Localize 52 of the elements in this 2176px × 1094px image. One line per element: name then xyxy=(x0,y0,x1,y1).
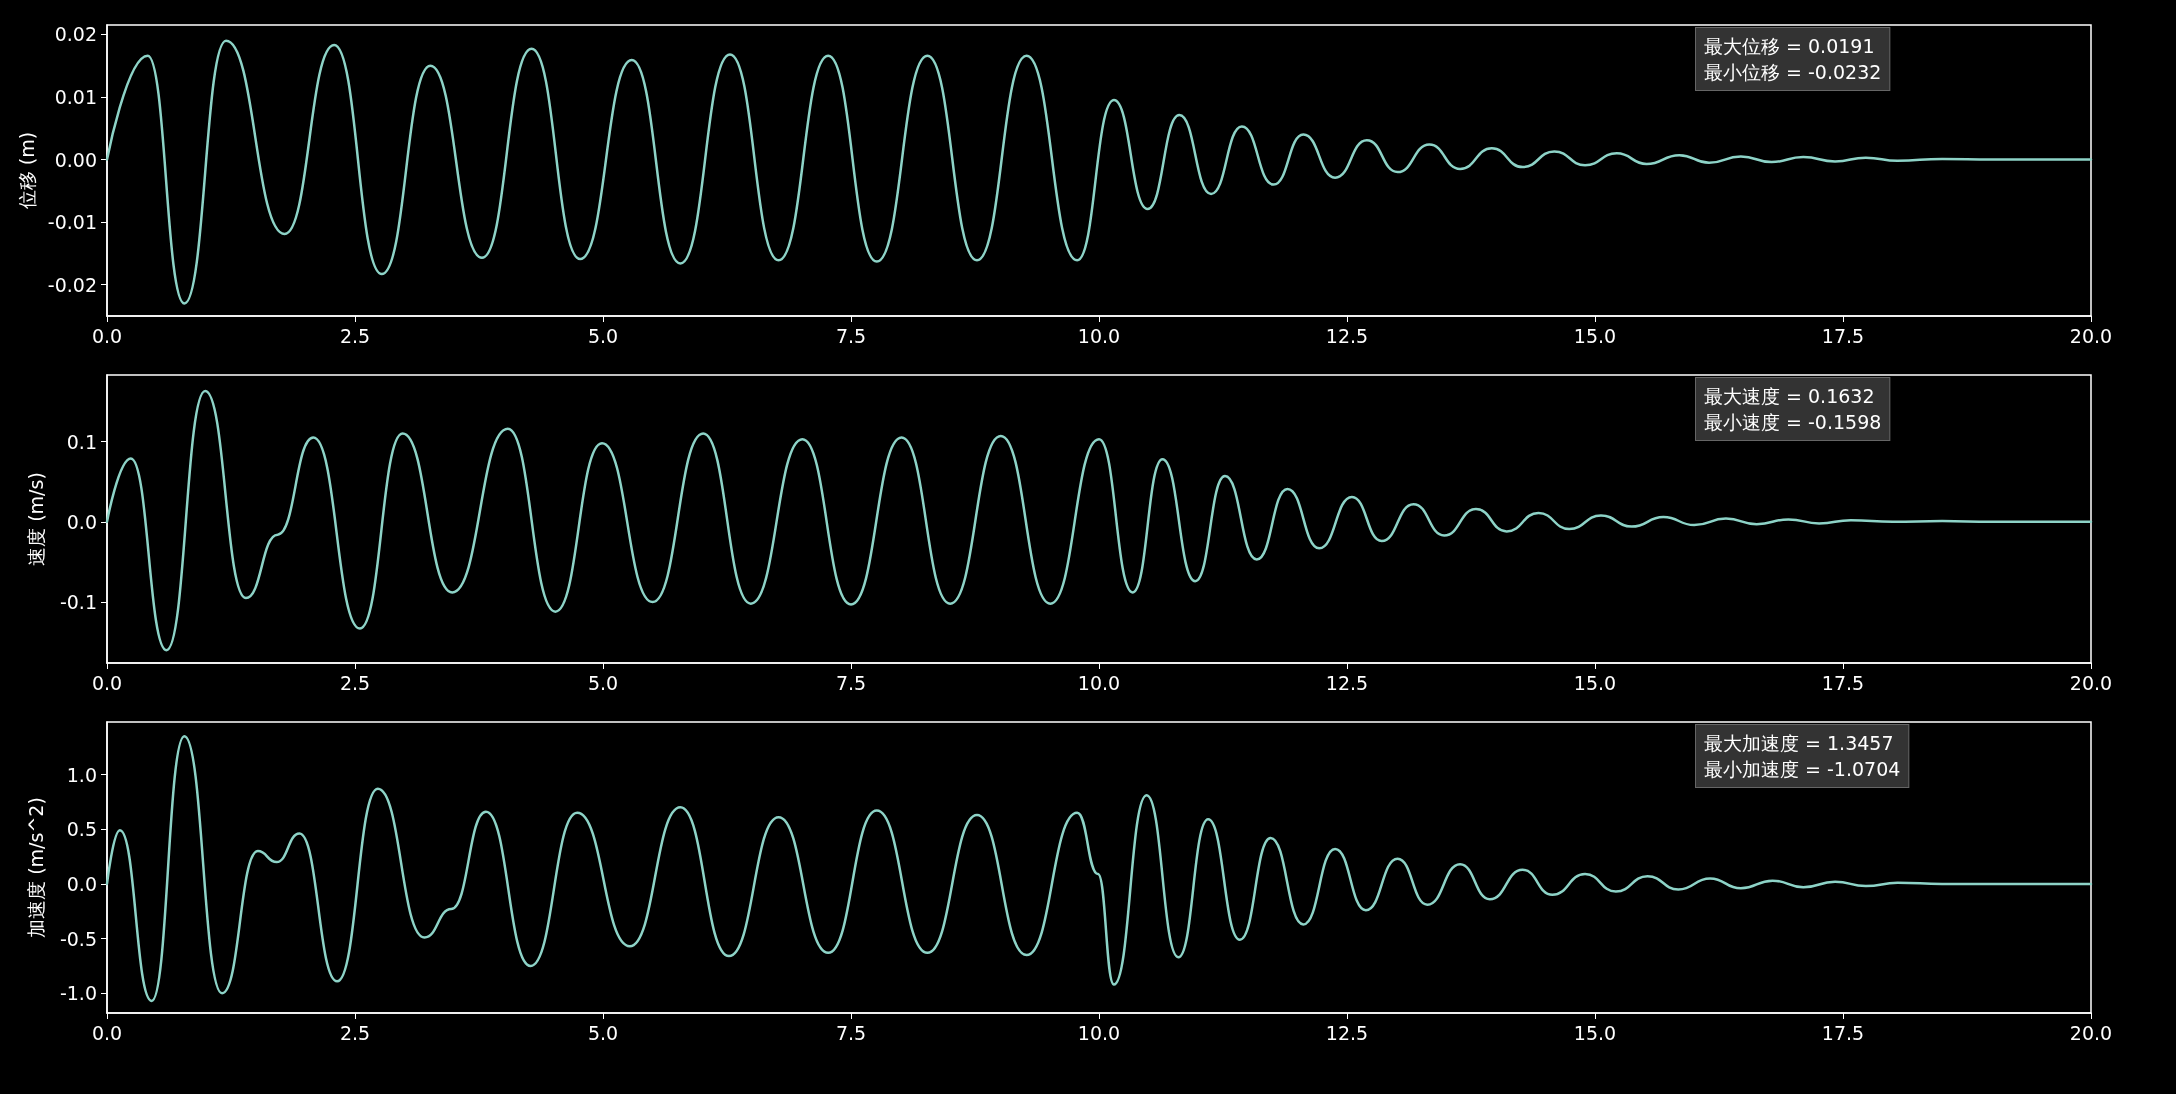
x-tick-label: 5.0 xyxy=(587,324,619,347)
x-tick-label: 10.0 xyxy=(1077,1021,1121,1044)
x-tick-label: 0.0 xyxy=(91,1021,123,1044)
line-series xyxy=(105,734,2093,1003)
x-tick-label: 17.5 xyxy=(1821,324,1865,347)
x-tick-label: 2.5 xyxy=(339,671,371,694)
y-tick-label: -0.5 xyxy=(59,927,97,950)
x-tick-label: 5.0 xyxy=(587,671,619,694)
y-tick-label: 0.5 xyxy=(66,818,97,841)
x-tick-label: 12.5 xyxy=(1325,1021,1369,1044)
annotation: 最大加速度 = 1.3457 xyxy=(1704,732,1894,754)
x-tick-label: 7.5 xyxy=(835,324,867,347)
x-tick-label: 0.0 xyxy=(91,324,123,347)
x-tick-label: 5.0 xyxy=(587,1021,619,1044)
y-tick-label: -1.0 xyxy=(59,982,97,1005)
x-tick-label: 20.0 xyxy=(2069,1021,2113,1044)
x-tick-label: 2.5 xyxy=(339,1021,371,1044)
y-tick-label: -0.01 xyxy=(47,211,97,234)
x-tick-label: 17.5 xyxy=(1821,1021,1865,1044)
annotation: 最小位移 = -0.0232 xyxy=(1704,61,1882,83)
y-tick-label: 0.0 xyxy=(66,510,97,533)
y-tick-label: 0.00 xyxy=(54,148,97,171)
x-tick-label: 15.0 xyxy=(1573,671,1617,694)
annotation: 最大速度 = 0.1632 xyxy=(1704,385,1875,407)
annotation: 最小速度 = -0.1598 xyxy=(1704,411,1882,433)
line-series xyxy=(105,389,2093,652)
y-tick-label: 0.01 xyxy=(54,85,97,108)
y-tick-label: 0.1 xyxy=(66,430,97,453)
x-tick-label: 15.0 xyxy=(1573,324,1617,347)
x-tick-label: 20.0 xyxy=(2069,671,2113,694)
y-tick-label: -0.1 xyxy=(59,591,97,614)
annotation: 最大位移 = 0.0191 xyxy=(1704,35,1875,57)
line-series xyxy=(105,39,2093,305)
y-tick-label: 0.0 xyxy=(66,872,97,895)
x-tick-label: 17.5 xyxy=(1821,671,1865,694)
y-tick-label: -0.02 xyxy=(47,273,97,296)
y-tick-label: 0.02 xyxy=(54,23,97,46)
x-tick-label: 2.5 xyxy=(339,324,371,347)
y-axis-title: 位移 (m) xyxy=(16,131,39,210)
x-tick-label: 10.0 xyxy=(1077,671,1121,694)
x-tick-label: 7.5 xyxy=(835,671,867,694)
annotation: 最小加速度 = -1.0704 xyxy=(1704,758,1901,780)
y-axis-title: 加速度 (m/s^2) xyxy=(24,797,47,938)
y-tick-label: 1.0 xyxy=(66,763,97,786)
x-tick-label: 0.0 xyxy=(91,671,123,694)
x-tick-label: 12.5 xyxy=(1325,671,1369,694)
x-tick-label: 7.5 xyxy=(835,1021,867,1044)
y-axis-title: 速度 (m/s) xyxy=(24,472,47,566)
x-tick-label: 12.5 xyxy=(1325,324,1369,347)
x-tick-label: 20.0 xyxy=(2069,324,2113,347)
x-tick-label: 10.0 xyxy=(1077,324,1121,347)
x-tick-label: 15.0 xyxy=(1573,1021,1617,1044)
